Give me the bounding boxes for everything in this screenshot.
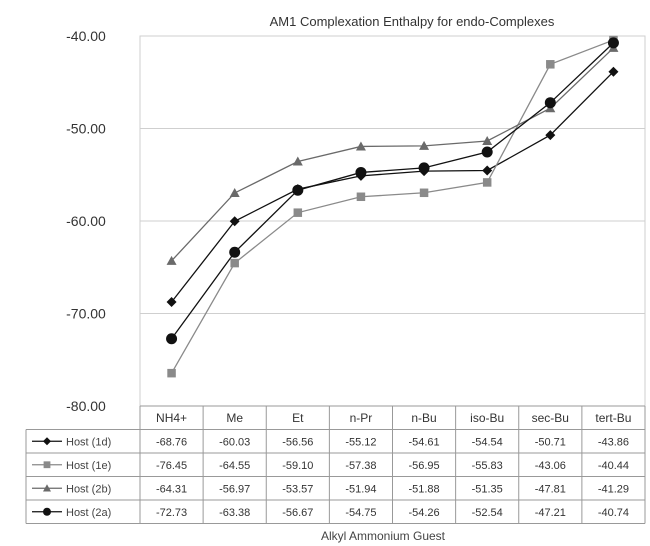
- data-label: -63.38: [219, 507, 250, 519]
- series-lines: [170, 39, 614, 374]
- data-point: [166, 297, 177, 308]
- data-label: -59.10: [282, 460, 313, 472]
- y-axis-ticks: -40.00 -50.00 -60.00 -70.00 -80.00: [66, 28, 106, 414]
- chart-title: AM1 Complexation Enthalpy for endo-Compl…: [270, 14, 555, 29]
- data-point: [229, 246, 241, 258]
- legend-marker: [43, 461, 51, 469]
- data-label: -53.57: [282, 483, 313, 495]
- data-label: -43.86: [598, 436, 629, 448]
- y-tick-label: -80.00: [66, 398, 106, 414]
- legend-label: Host (2a): [66, 507, 111, 519]
- data-label: -56.97: [219, 483, 250, 495]
- data-label: -60.03: [219, 436, 250, 448]
- legend-marker: [43, 484, 51, 492]
- legend-marker: [43, 507, 51, 516]
- data-point: [167, 368, 176, 378]
- category-label: n-Pr: [350, 411, 373, 425]
- legend-marker: [43, 437, 51, 446]
- data-label: -56.95: [408, 460, 439, 472]
- data-label: -51.94: [345, 483, 376, 495]
- data-point: [481, 146, 493, 158]
- data-point: [166, 333, 178, 345]
- data-point: [546, 60, 555, 69]
- data-point: [482, 135, 493, 145]
- series-line-1: [170, 39, 614, 374]
- data-label: -50.71: [535, 436, 566, 448]
- category-label: sec-Bu: [532, 411, 569, 425]
- data-label: -47.21: [535, 507, 566, 519]
- category-label: tert-Bu: [595, 411, 631, 425]
- data-label: -54.26: [408, 507, 439, 519]
- data-label: -56.56: [282, 436, 313, 448]
- x-axis-label: Alkyl Ammonium Guest: [321, 529, 446, 543]
- category-label: Et: [292, 411, 304, 425]
- data-label: -51.88: [408, 483, 439, 495]
- data-point: [292, 156, 303, 166]
- data-point: [229, 216, 240, 227]
- category-label: iso-Bu: [470, 411, 504, 425]
- legend-label: Host (2b): [66, 483, 111, 495]
- grid-lines: [139, 35, 646, 407]
- data-label: -57.38: [345, 460, 376, 472]
- data-point: [482, 178, 492, 187]
- legend-label: Host (1e): [66, 460, 111, 472]
- y-tick-label: -70.00: [66, 306, 106, 322]
- data-label: -76.45: [156, 460, 187, 472]
- category-label: NH4+: [156, 411, 187, 425]
- data-point: [356, 192, 366, 202]
- data-label: -68.76: [156, 436, 187, 448]
- data-point: [482, 165, 493, 176]
- data-point: [355, 166, 367, 178]
- data-point: [545, 130, 556, 141]
- y-tick-label: -60.00: [66, 213, 106, 229]
- category-label: n-Bu: [411, 411, 436, 425]
- data-label: -40.74: [598, 507, 629, 519]
- data-label: -54.75: [345, 507, 376, 519]
- y-tick-label: -50.00: [66, 121, 106, 137]
- data-point: [608, 66, 619, 77]
- data-point: [544, 97, 556, 109]
- data-table: NH4+ Me Et n-Pr n-Bu iso-Bu sec-Bu tert-Bu Host …: [25, 405, 646, 524]
- data-point: [230, 258, 239, 268]
- data-point: [355, 141, 366, 151]
- series-line-0: [171, 71, 614, 303]
- data-label: -54.54: [472, 436, 503, 448]
- data-label: -55.83: [472, 460, 503, 472]
- data-label: -64.31: [156, 483, 187, 495]
- data-label: -54.61: [408, 436, 439, 448]
- data-label: -40.44: [598, 460, 629, 472]
- data-label: -52.54: [472, 507, 503, 519]
- data-point: [419, 188, 429, 198]
- data-label: -43.06: [535, 460, 566, 472]
- data-label: -64.55: [219, 460, 250, 472]
- data-point: [418, 162, 430, 174]
- y-tick-label: -40.00: [66, 28, 106, 44]
- data-label: -41.29: [598, 483, 629, 495]
- data-label: -51.35: [472, 483, 503, 495]
- series-markers: [166, 35, 619, 378]
- data-point: [166, 255, 177, 265]
- data-point: [229, 187, 240, 197]
- series-line-2: [171, 47, 614, 262]
- data-label: -56.67: [282, 507, 313, 519]
- category-label: Me: [226, 411, 243, 425]
- data-point: [607, 37, 619, 49]
- data-label: -72.73: [156, 507, 187, 519]
- data-label: -55.12: [345, 436, 376, 448]
- data-point: [292, 184, 304, 196]
- legend-label: Host (1d): [66, 436, 111, 448]
- data-point: [419, 140, 430, 150]
- data-label: -47.81: [535, 483, 566, 495]
- data-point: [293, 208, 303, 217]
- series-line-3: [171, 42, 614, 340]
